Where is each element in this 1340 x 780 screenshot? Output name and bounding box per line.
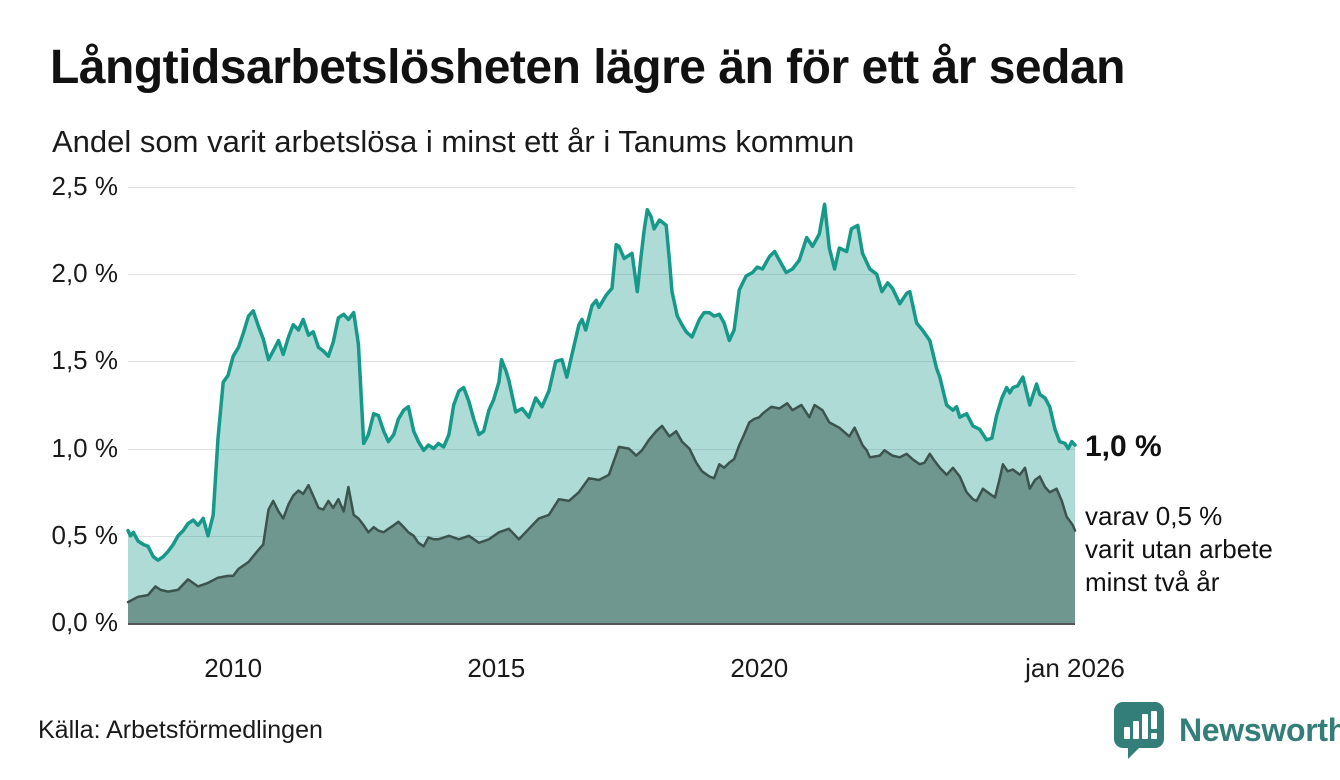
x-tick-label: 2010 [204, 653, 263, 683]
latest-value-label: 1,0 % [1085, 430, 1162, 463]
line-one-year [126, 202, 1077, 562]
newsworthy-logo: Newsworthy [1113, 700, 1340, 760]
gridline [128, 448, 1075, 450]
y-tick-label: 2,5 % [51, 171, 119, 201]
y-tick-label: 0,0 % [51, 607, 119, 637]
y-tick-label: 1,5 % [51, 345, 119, 376]
gridline [128, 361, 1075, 363]
x-tick-label: jan 2026 [1025, 653, 1125, 683]
line-two-years [126, 402, 1077, 604]
y-tick-label: 1,0 % [51, 432, 119, 463]
x-tick-label: 2015 [467, 653, 526, 683]
plot-area: 2,5 % 2,0 % 1,5 % 1,0 % 0,5 % 0,0 % 2010 2015 2… [52, 171, 1125, 683]
x-axis-line [128, 622, 1075, 625]
gridline [128, 187, 1075, 188]
y-tick-label: 0,5 % [51, 519, 119, 550]
newsworthy-icon [1114, 702, 1164, 759]
source-note: Källa: Arbetsförmedlingen [38, 716, 323, 744]
page-subtitle: Andel som varit arbetslösa i minst ett å… [52, 124, 855, 159]
x-tick-label: 2020 [730, 653, 789, 683]
y-tick-label: 2,0 % [51, 258, 119, 289]
two-year-note: varav 0,5 % varit utan arbete minst två … [1085, 501, 1273, 597]
gridline [128, 274, 1075, 276]
newsworthy-wordmark: Newsworthy [1179, 711, 1340, 748]
area-fill-two-years [128, 403, 1075, 623]
page-title: Långtidsarbetslösheten lägre än för ett … [50, 41, 1125, 94]
area-chart [126, 202, 1077, 623]
